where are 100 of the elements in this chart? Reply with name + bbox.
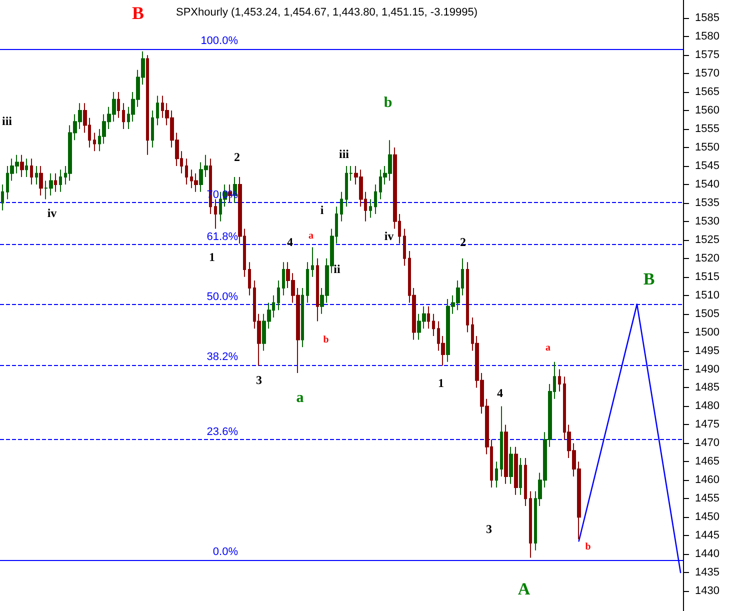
annotation: iv	[47, 206, 57, 220]
candlestick	[1, 184, 4, 211]
candlestick	[340, 191, 343, 222]
y-tick-label: 1485	[695, 382, 720, 394]
candlestick	[214, 198, 217, 230]
annotation: A	[518, 580, 531, 598]
candlestick	[311, 246, 314, 278]
annotation: 50.0%	[206, 291, 238, 303]
candlestick	[25, 158, 28, 178]
candlestick	[59, 169, 62, 192]
candlestick	[504, 424, 508, 484]
annotation: 4	[497, 386, 503, 400]
y-tick-label: 1515	[695, 270, 720, 283]
text: SPXhourly (1,453.24, 1,454.67, 1,443.80, 1,451.15, -3.19995)	[176, 6, 478, 18]
annotation: 1	[438, 376, 444, 390]
annotation: a	[308, 230, 314, 242]
annotation: 23.6%	[206, 426, 238, 438]
y-tick-label: 1545	[695, 160, 720, 172]
y-tick-label: 1465	[695, 456, 720, 468]
candlestick	[524, 457, 527, 507]
candlestick	[156, 95, 159, 126]
y-tick-label: 1480	[695, 400, 720, 412]
y-tick-label: 1500	[695, 326, 720, 338]
annotation: B	[643, 270, 655, 288]
annotation: b	[384, 95, 392, 111]
annotation: B	[132, 3, 144, 23]
y-tick-label: 1560	[695, 104, 720, 117]
annotation: 2	[234, 150, 240, 164]
candlestick	[369, 198, 372, 218]
y-tick-label: 1430	[695, 585, 720, 598]
candlestick	[20, 154, 24, 178]
candlestick	[93, 132, 96, 152]
annotation: iii	[338, 147, 350, 161]
candlestick	[39, 165, 43, 196]
annotation: a	[296, 390, 304, 406]
y-tick-label: 1550	[695, 141, 720, 154]
candlestick	[374, 184, 377, 215]
annotation: iv	[384, 229, 394, 243]
y-tick-label: 1435	[695, 566, 720, 579]
y-tick-label: 1555	[695, 123, 720, 135]
y-tick-label: 1440	[695, 548, 720, 560]
y-tick-label: 1535	[695, 196, 720, 209]
y-tick-label: 1585	[695, 12, 720, 24]
candlestick	[248, 262, 251, 296]
candlestick	[122, 102, 125, 130]
candlestick	[509, 446, 513, 484]
candlestick	[306, 262, 309, 304]
candlestick	[427, 306, 430, 330]
candlestick	[301, 287, 304, 348]
annotation: 38.2%	[206, 351, 238, 363]
candlestick	[30, 158, 33, 185]
annotation: 0.0%	[212, 546, 238, 558]
candlestick	[151, 110, 154, 148]
y-tick-label: 1520	[695, 252, 720, 264]
y-tick-label: 1540	[695, 178, 720, 190]
annotation: 1	[209, 250, 215, 264]
y-tick-label: 1565	[695, 86, 720, 98]
candlestick	[54, 172, 57, 192]
y-tick-label: 1575	[695, 49, 720, 62]
candlestick	[194, 172, 198, 192]
candlestick	[277, 280, 280, 311]
annotation: 100.0%	[200, 35, 238, 47]
y-tick-label: 1570	[695, 68, 720, 80]
y-tick-label: 1475	[695, 418, 720, 431]
annotation: 61.8%	[206, 231, 238, 243]
candlestick	[519, 457, 522, 496]
annotation: ii	[334, 262, 341, 276]
annotation: b	[585, 542, 592, 552]
candlestick	[500, 406, 503, 477]
y-tick-label: 1580	[695, 30, 720, 43]
annotation: a	[546, 342, 550, 354]
candlestick	[117, 92, 120, 118]
candlestick	[316, 258, 319, 322]
candlestick	[403, 228, 406, 266]
candlestick	[185, 158, 188, 185]
annotation: b	[323, 334, 330, 346]
candlestick	[466, 262, 469, 333]
y-tick-label: 1525	[695, 234, 720, 246]
y-tick-label: 1505	[695, 308, 720, 320]
y-tick-label: 1495	[695, 344, 720, 357]
candlestick	[146, 54, 149, 156]
candlestick	[282, 262, 285, 296]
y-tick-label: 1455	[695, 492, 720, 505]
y-tick-label: 1460	[695, 474, 720, 486]
annotation: 3	[486, 522, 492, 536]
y-tick-label: 1470	[695, 437, 720, 450]
y-tick-label: 1490	[695, 363, 720, 376]
y-tick-label: 1450	[695, 511, 720, 524]
candlestick	[514, 446, 518, 496]
annotation: iii	[2, 114, 13, 128]
candlestick	[432, 313, 435, 336]
annotation: i	[320, 203, 324, 217]
candlestick	[35, 165, 38, 185]
y-tick-label: 1530	[695, 215, 720, 228]
candlestick	[529, 490, 532, 558]
candlestick	[495, 461, 498, 488]
y-tick-label: 1445	[695, 530, 720, 542]
candlestick	[558, 368, 561, 392]
y-tick-label: 1510	[695, 289, 720, 302]
annotation: 3	[256, 373, 262, 387]
